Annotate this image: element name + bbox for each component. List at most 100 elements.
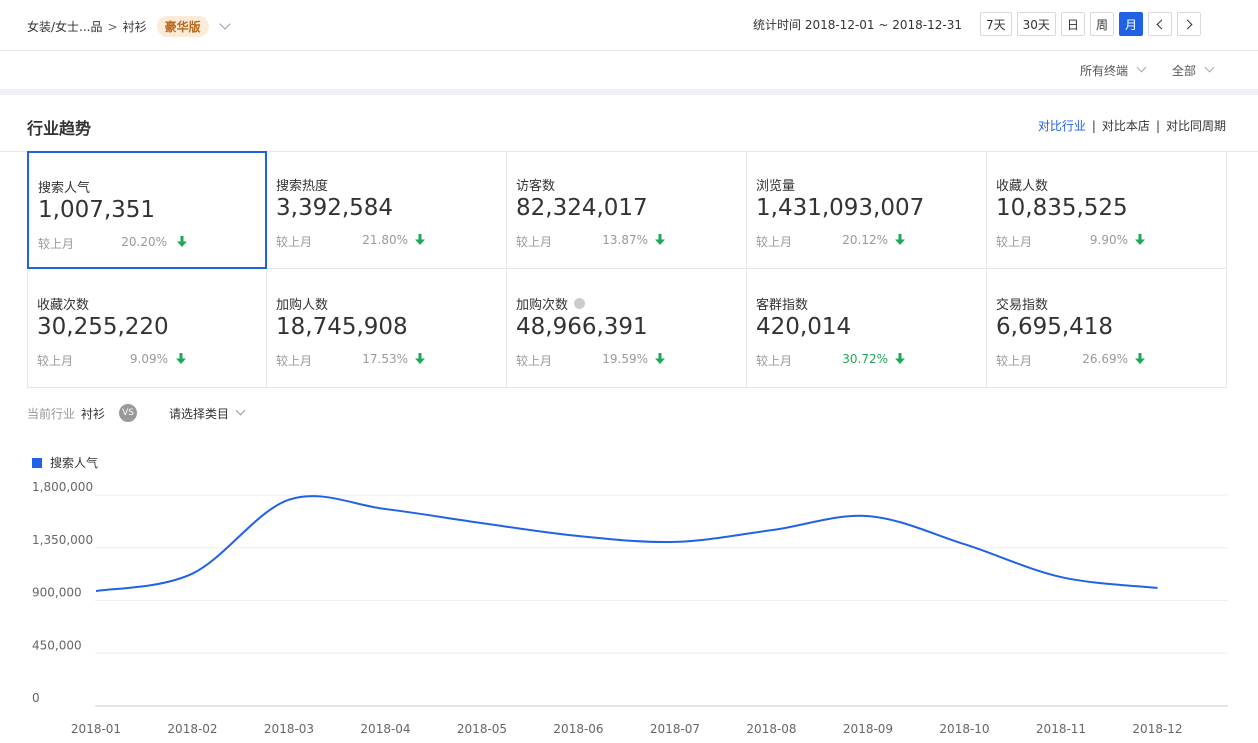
arrow-down-icon (415, 234, 425, 245)
scope-filter[interactable]: 全部 (1172, 62, 1215, 79)
compare-store-link[interactable]: 对比本店 (1101, 119, 1150, 133)
x-tick-label: 2018-11 (1036, 722, 1086, 736)
data-point[interactable] (962, 541, 968, 547)
metric-card[interactable]: 客群指数 420,014 较上月 30.72% (747, 270, 987, 388)
metric-card[interactable]: 访客数 82,324,017 较上月 13.87% (507, 151, 747, 269)
metric-card[interactable]: 交易指数 6,695,418 较上月 26.69% (987, 270, 1227, 388)
metric-change: 26.69% (1082, 352, 1128, 366)
data-point[interactable] (1155, 585, 1161, 591)
data-point[interactable] (769, 527, 775, 533)
chevron-down-icon (1136, 62, 1147, 73)
top-bar: 女装/女士...品 > 衬衫 豪华版 统计时间 2018-12-01 ~ 201… (0, 0, 1258, 51)
period-button-30d[interactable]: 30天 (1016, 12, 1056, 36)
next-period-button[interactable] (1176, 12, 1201, 36)
info-icon[interactable] (574, 298, 586, 309)
metric-card[interactable]: 搜索热度 3,392,584 较上月 21.80% (267, 151, 507, 269)
chevron-left-icon (1156, 19, 1167, 29)
metric-card[interactable]: 浏览量 1,431,093,007 较上月 20.12% (747, 151, 987, 269)
metric-change: 13.87% (602, 233, 648, 247)
metric-label: 收藏人数 (996, 179, 1049, 194)
category-select-label: 请选择类目 (169, 406, 230, 421)
scope-filter-label: 全部 (1172, 64, 1197, 78)
metric-value: 3,392,584 (276, 195, 394, 221)
metric-value: 48,966,391 (516, 314, 648, 340)
breadcrumb-category[interactable]: 女装/女士...品 (27, 20, 103, 34)
data-point[interactable] (93, 588, 99, 594)
breadcrumb-separator: > (107, 19, 118, 34)
compare-period-link[interactable]: 对比同周期 (1165, 119, 1226, 133)
metric-card[interactable]: 搜索人气 1,007,351 较上月 20.20% (27, 151, 267, 269)
stat-time: 统计时间 2018-12-01 ~ 2018-12-31 (753, 18, 962, 32)
metric-compare-label: 较上月 (756, 235, 793, 249)
metric-label: 加购人数 (276, 298, 329, 313)
edition-badge: 豪华版 (156, 16, 209, 37)
y-tick-label: 1,800,000 (32, 480, 93, 494)
metric-change: 20.20% (121, 235, 167, 249)
filter-bar: 所有终端 全部 (0, 51, 1258, 95)
metric-value: 82,324,017 (516, 195, 648, 221)
compare-options: 对比行业 | 对比本店 | 对比同周期 (1038, 117, 1226, 134)
period-button-month[interactable]: 月 (1118, 12, 1143, 36)
terminal-filter[interactable]: 所有终端 (1080, 62, 1147, 79)
y-tick-label: 1,350,000 (32, 533, 93, 547)
period-button-day[interactable]: 日 (1060, 12, 1085, 36)
metric-value: 1,431,093,007 (756, 195, 925, 221)
metric-change: 20.12% (842, 233, 888, 247)
metric-compare-label: 较上月 (276, 354, 313, 368)
data-point[interactable] (1058, 574, 1064, 580)
compare-industry-link[interactable]: 对比行业 (1037, 119, 1086, 133)
y-tick-label: 0 (32, 691, 40, 705)
metric-value: 30,255,220 (37, 314, 169, 340)
x-tick-label: 2018-05 (457, 722, 507, 736)
metric-label: 搜索热度 (276, 179, 329, 194)
arrow-down-icon (895, 353, 905, 364)
vs-icon: VS (119, 404, 138, 422)
arrow-down-icon (655, 353, 665, 364)
metric-compare-label: 较上月 (516, 354, 553, 368)
metric-card[interactable]: 加购次数 48,966,391 较上月 19.59% (507, 270, 747, 388)
metric-change: 21.80% (362, 233, 408, 247)
metric-change: 30.72% (842, 352, 888, 366)
x-tick-label: 2018-09 (843, 722, 893, 736)
chevron-down-icon[interactable] (218, 17, 231, 30)
x-tick-label: 2018-03 (264, 722, 314, 736)
data-point[interactable] (286, 497, 292, 503)
data-point[interactable] (190, 571, 196, 577)
metric-value: 1,007,351 (38, 197, 156, 223)
metric-label: 客群指数 (756, 298, 809, 313)
data-point[interactable] (672, 539, 678, 545)
metric-compare-label: 较上月 (996, 354, 1033, 368)
x-tick-label: 2018-07 (650, 722, 700, 736)
metric-card[interactable]: 加购人数 18,745,908 较上月 17.53% (267, 270, 507, 388)
metric-compare-label: 较上月 (38, 237, 75, 251)
metric-compare-label: 较上月 (276, 235, 313, 249)
x-tick-label: 2018-12 (1132, 722, 1182, 736)
divider: | (1091, 118, 1096, 133)
series-line-search-popularity[interactable] (95, 495, 1158, 593)
category-select[interactable]: 请选择类目 (169, 405, 246, 422)
metrics-grid: 搜索人气 1,007,351 较上月 20.20% 搜索热度 3,392,584 较上月 21… (27, 151, 1227, 388)
metric-compare-label: 较上月 (516, 235, 553, 249)
x-tick-label: 2018-10 (939, 722, 989, 736)
arrow-down-icon (177, 236, 187, 247)
section-title: 行业趋势 (27, 119, 92, 138)
metric-compare-label: 较上月 (37, 354, 74, 368)
metric-label: 收藏次数 (37, 298, 90, 313)
metric-value: 6,695,418 (996, 314, 1114, 340)
metric-card[interactable]: 收藏次数 30,255,220 较上月 9.09% (27, 270, 267, 388)
prev-period-button[interactable] (1147, 12, 1172, 36)
period-button-week[interactable]: 周 (1089, 12, 1114, 36)
data-point[interactable] (576, 533, 582, 539)
chart-legend[interactable]: 搜索人气 (32, 454, 98, 471)
breadcrumb-subcategory[interactable]: 衬衫 (122, 20, 147, 34)
metric-change: 9.90% (1089, 233, 1128, 247)
data-point[interactable] (865, 513, 871, 519)
metric-card[interactable]: 收藏人数 10,835,525 较上月 9.90% (987, 151, 1227, 269)
breadcrumb: 女装/女士...品 > 衬衫 豪华版 (27, 16, 231, 37)
chevron-down-icon (1204, 62, 1215, 73)
data-point[interactable] (479, 520, 485, 526)
legend-swatch (32, 457, 42, 468)
period-button-7d[interactable]: 7天 (980, 12, 1012, 36)
metric-label: 浏览量 (756, 179, 796, 194)
data-point[interactable] (383, 506, 389, 512)
